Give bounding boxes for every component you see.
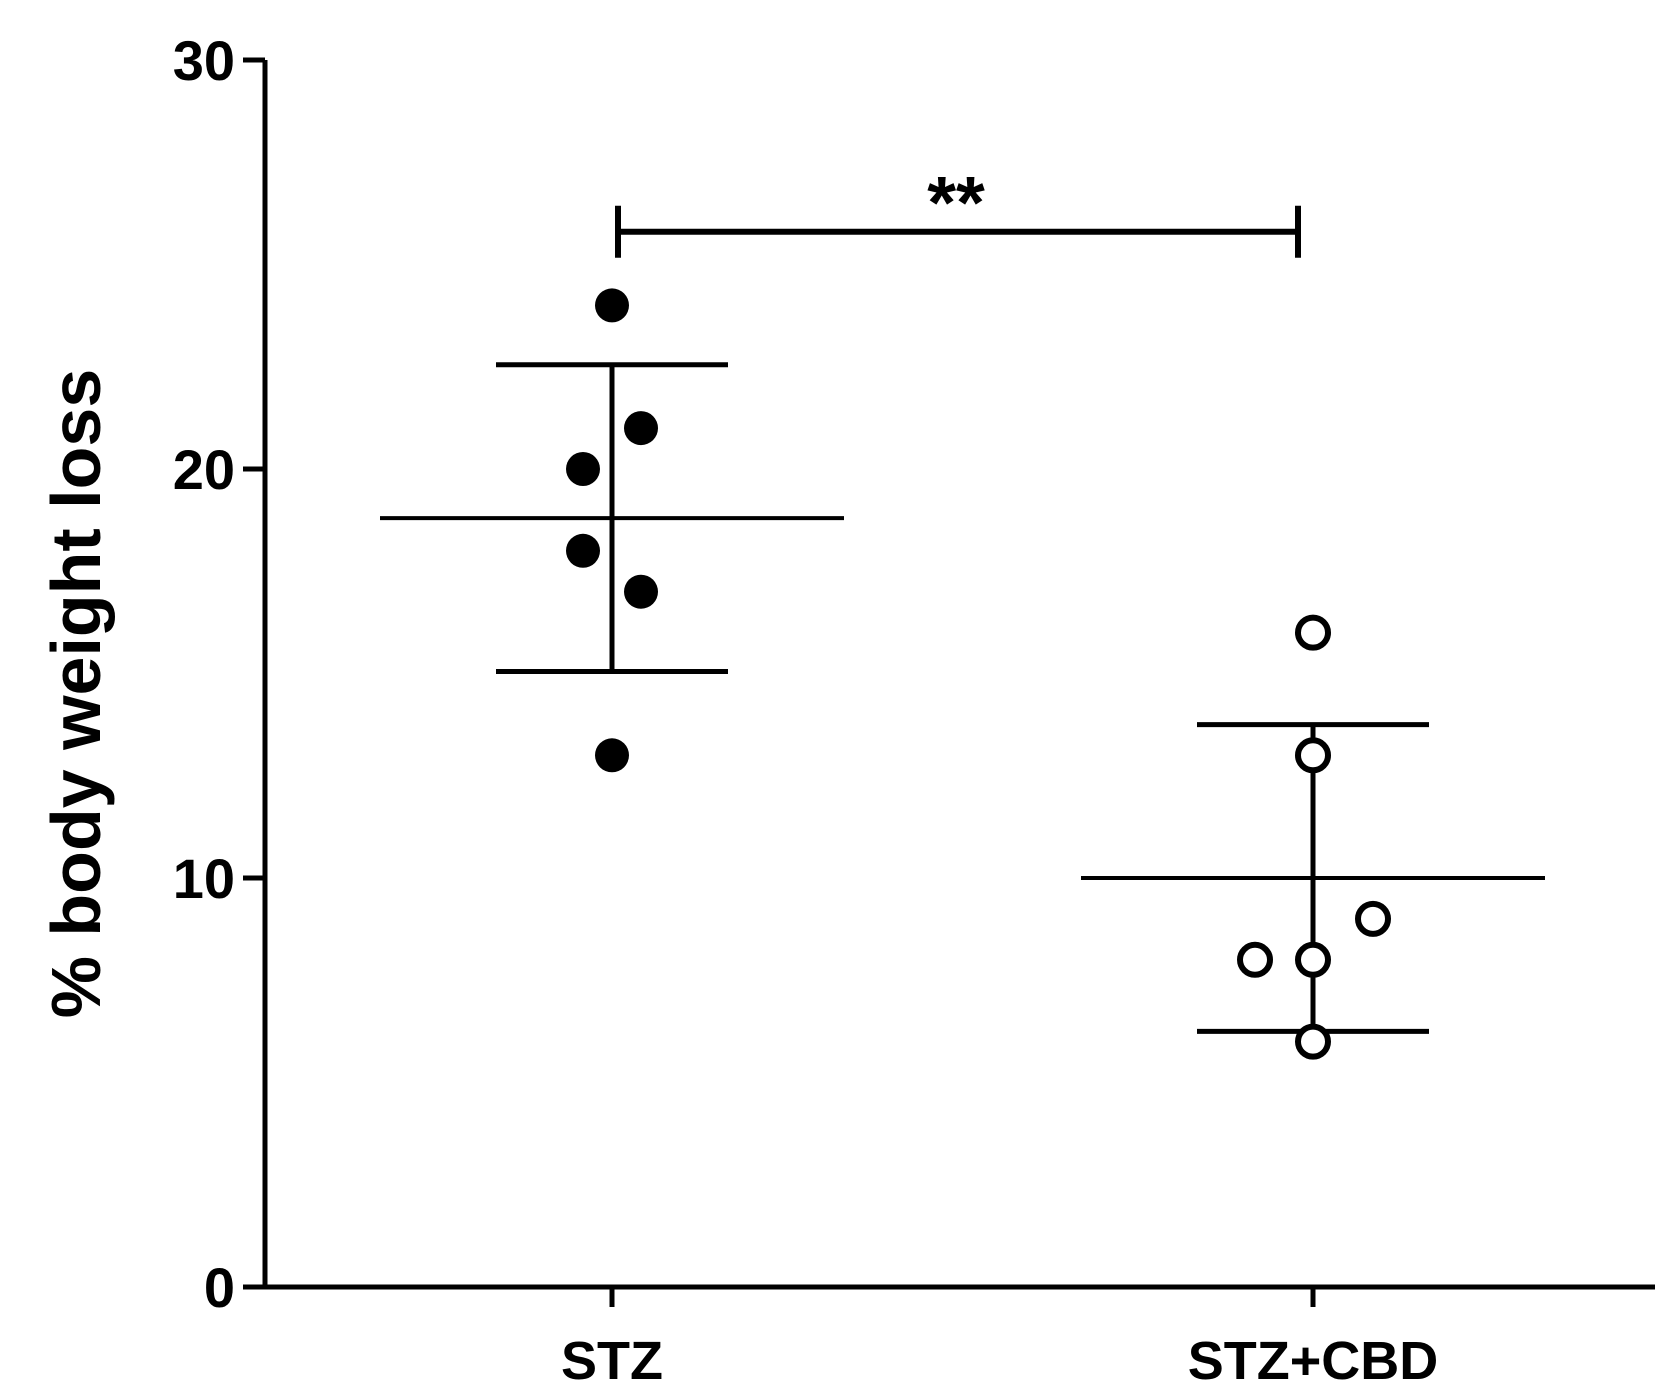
y-axis-label: % body weight loss: [37, 369, 115, 1019]
data-point: [1295, 941, 1331, 978]
y-tick-label: 10: [173, 847, 235, 910]
data-point: [1295, 1023, 1331, 1060]
x-tick-label: STZ+CBD: [1188, 1331, 1439, 1391]
data-point: [1355, 900, 1391, 937]
data-point: [1295, 614, 1331, 651]
data-point: [566, 533, 600, 568]
data-point: [595, 288, 629, 323]
y-tick-label: 20: [173, 438, 235, 501]
data-point: [1295, 737, 1331, 774]
data-point: [1237, 941, 1273, 978]
data-point: [595, 738, 629, 773]
data-groups: [380, 288, 1545, 1060]
data-point: [624, 411, 658, 446]
data-point: [624, 574, 658, 609]
significance-label: **: [927, 161, 985, 244]
group-stz-cbd: [1081, 614, 1545, 1060]
y-ticks: 0 10 20 30: [173, 29, 265, 1319]
y-axis-label-group: % body weight loss: [37, 369, 115, 1019]
significance-bracket: **: [615, 161, 1301, 258]
group-stz: [380, 288, 844, 773]
x-tick-label: STZ: [561, 1331, 663, 1391]
y-tick-label: 0: [204, 1256, 235, 1319]
y-tick-label: 30: [173, 29, 235, 92]
data-point: [566, 452, 600, 486]
x-ticks: STZ STZ+CBD: [561, 1287, 1438, 1391]
